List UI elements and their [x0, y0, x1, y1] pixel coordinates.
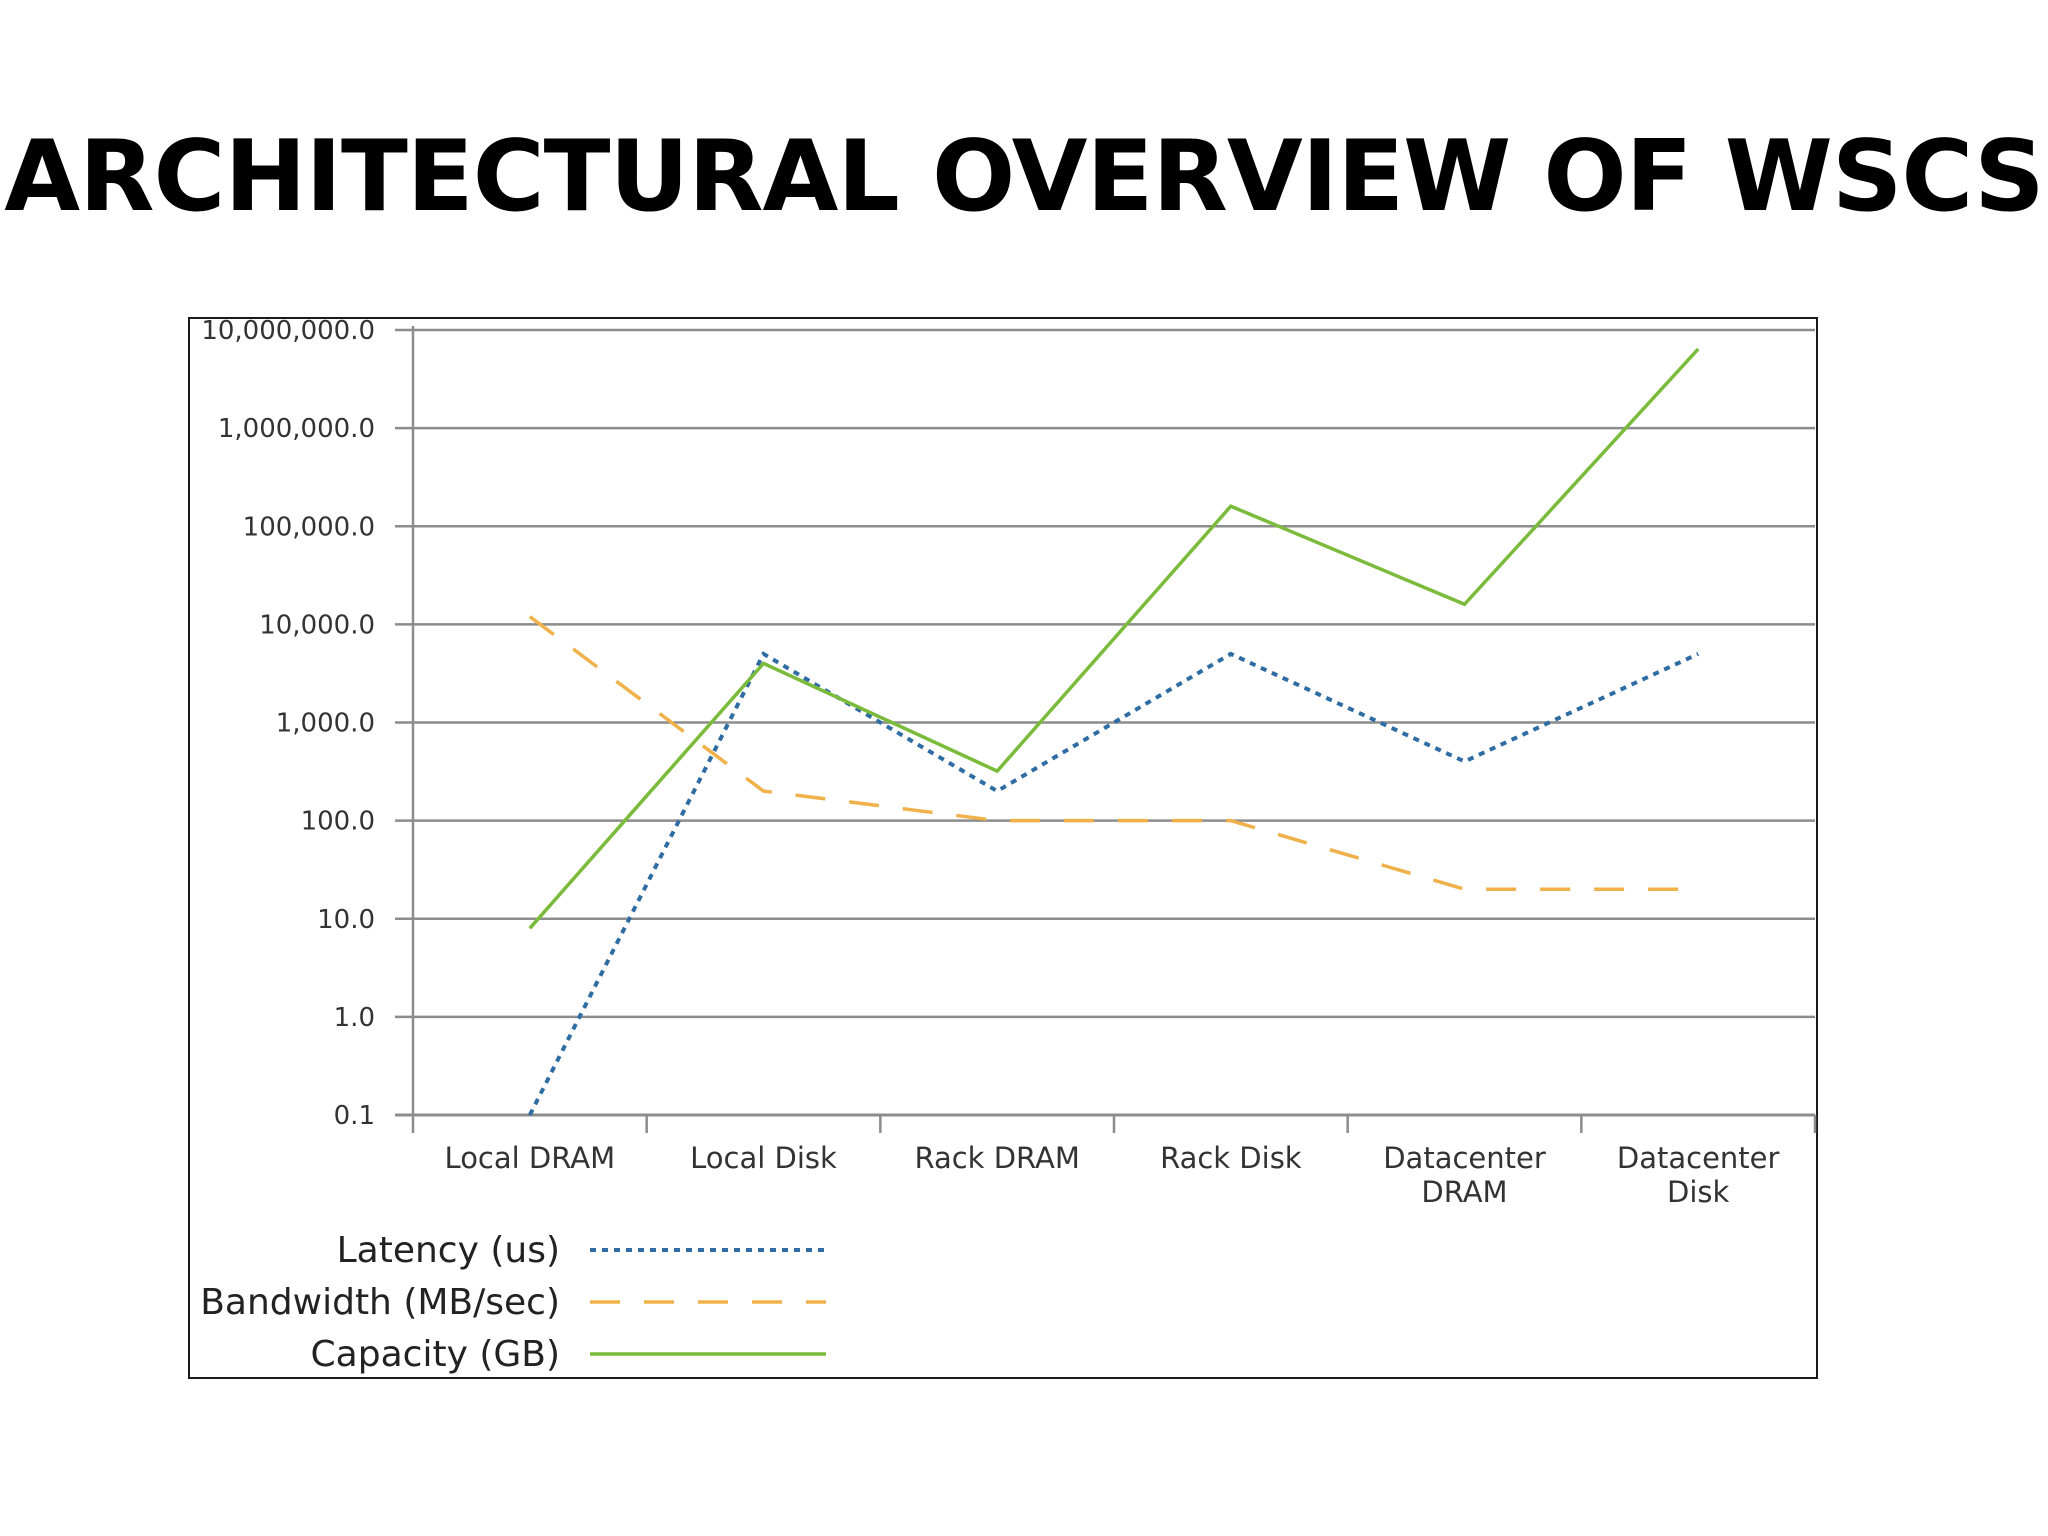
x-category-label: Datacenter	[1383, 1141, 1546, 1175]
grid-lines	[395, 326, 1815, 1117]
series-line-bandwidth	[528, 615, 1699, 891]
legend-label-bandwidth: Bandwidth (MB/sec)	[200, 1282, 560, 1323]
y-tick-label: 1,000,000.0	[218, 414, 375, 444]
y-axis-ticks: 10,000,000.0 1,000,000.0 100,000.0 10,000.0…	[201, 316, 375, 1131]
y-tick-label: 100.0	[301, 807, 375, 837]
x-category-label: Rack Disk	[1160, 1141, 1302, 1175]
y-tick-label: 10.0	[317, 905, 375, 935]
y-tick-label: 0.1	[334, 1101, 375, 1131]
legend-label-latency: Latency (us)	[337, 1230, 560, 1271]
x-axis-ticks: Local DRAM Local Disk Rack DRAM Rack Disk Da…	[411, 1115, 1817, 1209]
series-line-capacity	[528, 347, 1700, 930]
x-category-label: Local Disk	[690, 1141, 837, 1175]
chart-frame	[188, 317, 1818, 1379]
x-category-label: Local DRAM	[445, 1141, 616, 1175]
x-category-label: Rack DRAM	[914, 1141, 1079, 1175]
series-line-latency	[528, 651, 1700, 1116]
y-tick-label: 10,000.0	[259, 610, 375, 640]
y-tick-label: 100,000.0	[243, 512, 375, 542]
series-lines	[528, 347, 1700, 1116]
x-category-label: Datacenter	[1617, 1141, 1780, 1175]
x-category-label: Disk	[1667, 1175, 1729, 1209]
y-tick-label: 10,000,000.0	[201, 316, 375, 346]
slide-title: ARCHITECTURAL OVERVIEW OF WSCS	[4, 120, 2044, 234]
legend: Latency (us) Bandwidth (MB/sec) Capacity (…	[200, 1230, 826, 1375]
y-tick-label: 1,000.0	[276, 709, 375, 739]
x-category-label: DRAM	[1421, 1175, 1507, 1209]
legend-label-capacity: Capacity (GB)	[311, 1334, 560, 1375]
y-tick-label: 1.0	[334, 1003, 375, 1033]
